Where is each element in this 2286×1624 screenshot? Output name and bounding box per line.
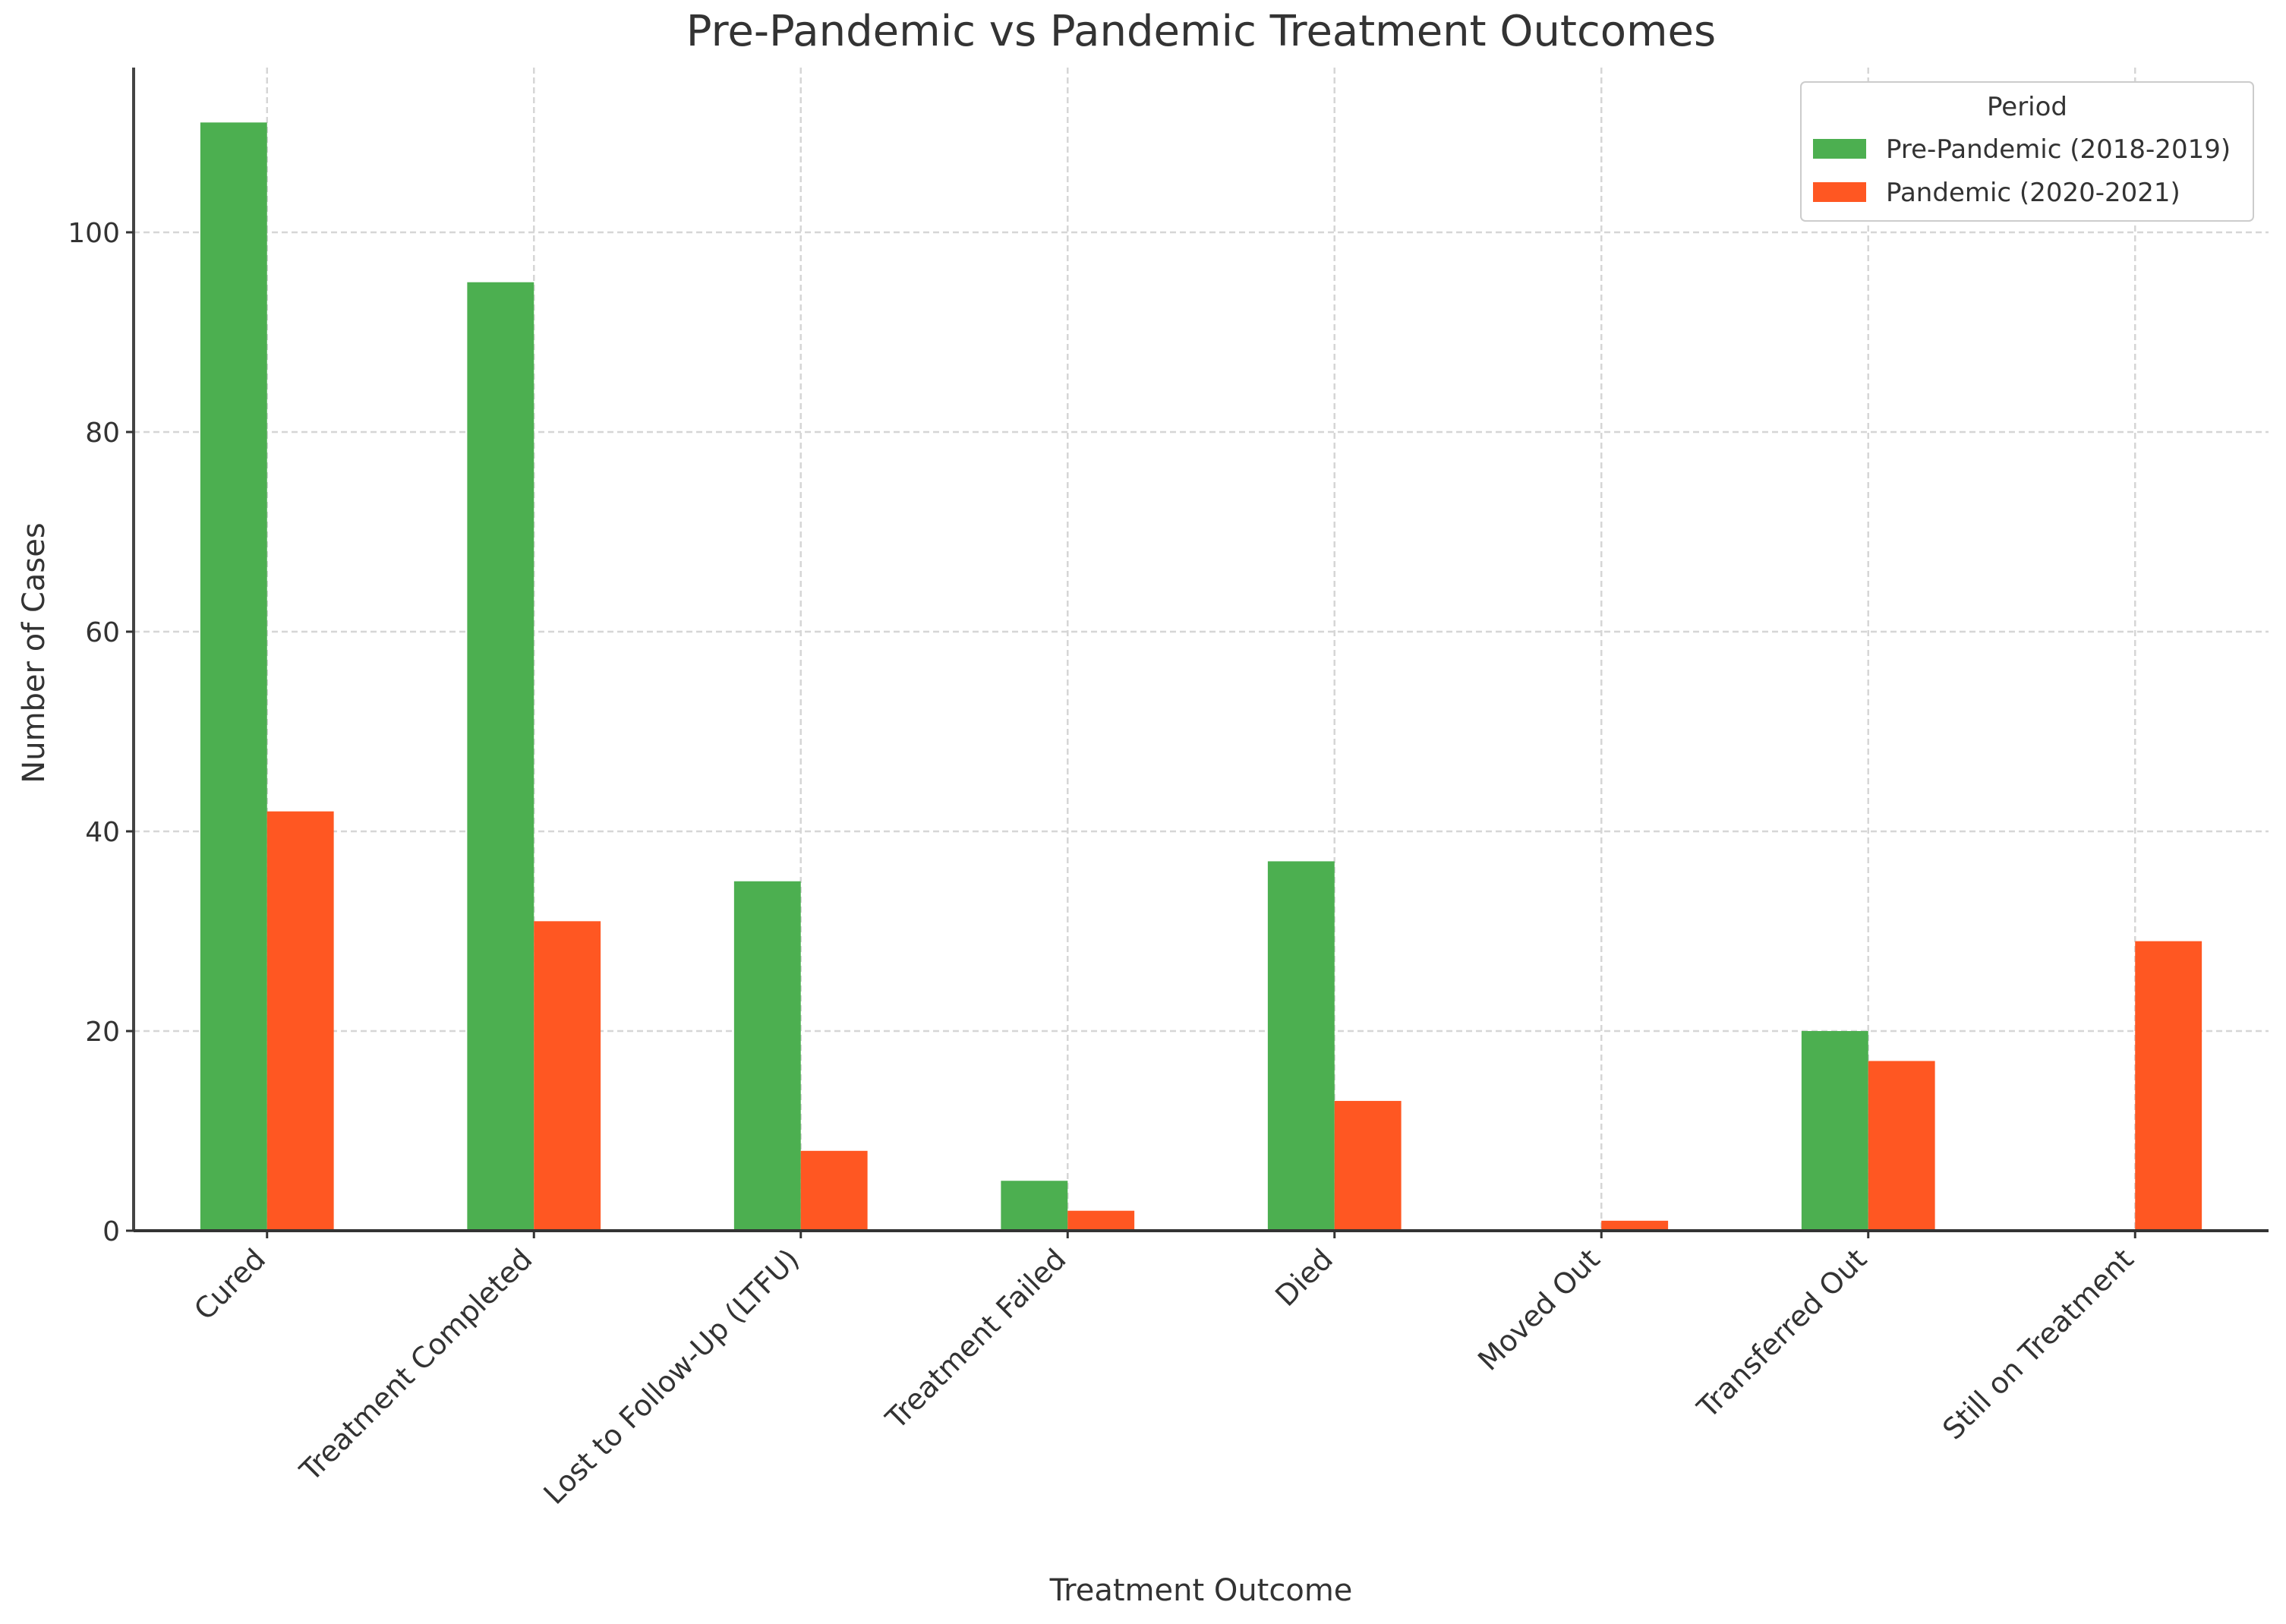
legend-label-pre-pandemic: Pre-Pandemic (2018-2019) (1886, 134, 2231, 165)
bar-pandemic (534, 921, 601, 1231)
chart-title: Pre-Pandemic vs Pandemic Treatment Outco… (686, 7, 1716, 56)
bar-pandemic (1601, 1220, 1669, 1231)
bar-pre-pandemic (733, 881, 801, 1231)
x-tick-label: Transferred Out (1690, 1242, 1873, 1425)
x-tick-label: Treatment Failed (879, 1242, 1073, 1436)
legend-swatch-pandemic (1813, 182, 1866, 202)
x-tick-label: Died (1269, 1242, 1339, 1313)
legend-title: Period (1987, 92, 2067, 122)
legend-box (1800, 81, 2254, 222)
bar-pre-pandemic (467, 282, 534, 1231)
y-tick-label: 60 (85, 617, 120, 648)
x-tick-label: Moved Out (1471, 1242, 1606, 1376)
bar-pandemic (800, 1150, 868, 1231)
bar-pre-pandemic (1267, 861, 1335, 1231)
legend-label-pandemic: Pandemic (2020-2021) (1886, 178, 2180, 208)
y-tick-label: 100 (68, 218, 120, 249)
bar-pandemic (1067, 1210, 1135, 1231)
bars (200, 122, 2202, 1231)
y-tick-label: 0 (102, 1216, 120, 1247)
ticks: 0 20 40 60 80 100 Cured Treatment CompletedLost… (68, 218, 2139, 1511)
bar-pre-pandemic (200, 122, 267, 1231)
bar-pre-pandemic (1801, 1030, 1868, 1231)
bar-pandemic (1868, 1061, 1935, 1231)
y-tick-label: 20 (85, 1017, 120, 1048)
bar-pandemic (266, 811, 334, 1231)
y-tick-label: 40 (85, 817, 120, 848)
x-tick-label: Cured (188, 1242, 272, 1326)
axes (132, 68, 2269, 1232)
x-tick-label: Treatment Completed (293, 1242, 539, 1488)
y-tick-label: 80 (85, 418, 120, 449)
x-axis-label: Treatment Outcome (1049, 1573, 1353, 1608)
legend-swatch-pre-pandemic (1813, 139, 1866, 159)
legend: Period Pre-Pandemic (2018-2019) Pandemic… (1800, 81, 2254, 222)
bar-pandemic (1334, 1101, 1402, 1231)
bar-pandemic (2135, 941, 2202, 1231)
x-tick-label: Still on Treatment (1936, 1242, 2139, 1446)
y-axis-label: Number of Cases (17, 522, 52, 783)
bar-pre-pandemic (1001, 1181, 1068, 1231)
x-tick-label: Lost to Follow-Up (LTFU) (537, 1242, 806, 1511)
grid (134, 68, 2269, 1231)
